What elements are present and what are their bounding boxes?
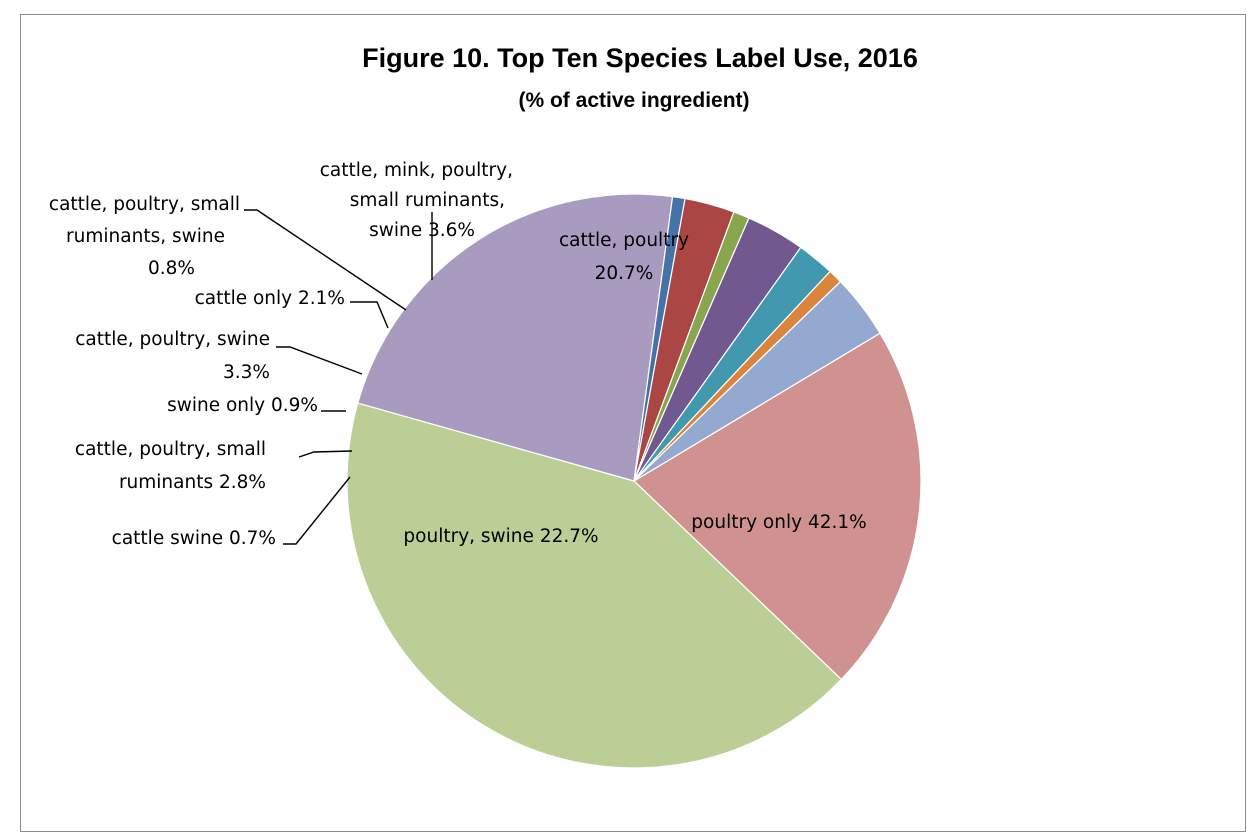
slice-label: 0.8% <box>148 258 195 279</box>
leader-line <box>350 301 389 329</box>
slice-label: cattle swine 0.7% <box>112 528 276 549</box>
leader-line <box>244 209 407 311</box>
slice-label: cattle, mink, poultry, <box>320 160 513 181</box>
pie-slice-cattle-mink-poultry-small-ruminants-swine <box>633 280 881 482</box>
slice-label: poultry only 42.1% <box>691 512 866 533</box>
slice-label: ruminants, swine <box>66 226 225 247</box>
slice-label: 3.3% <box>223 362 270 383</box>
leader-line <box>298 450 353 458</box>
pie-slices <box>346 193 922 769</box>
slice-label: swine 3.6% <box>369 220 475 241</box>
pie-slice-cattle-poultry <box>633 332 922 681</box>
pie-slice-poultry-only <box>346 402 843 769</box>
chart-subtitle: (% of active ingredient) <box>518 89 749 112</box>
leader-line <box>276 346 363 375</box>
slice-label: cattle, poultry <box>559 230 689 251</box>
slice-label: ruminants 2.8% <box>119 472 266 493</box>
leader-line <box>283 476 351 545</box>
slice-label: cattle, poultry, small <box>75 439 266 460</box>
chart-title: Figure 10. Top Ten Species Label Use, 20… <box>362 43 918 73</box>
slice-label: 20.7% <box>595 263 654 284</box>
slice-label: small ruminants, <box>350 190 505 211</box>
slice-label: poultry, swine 22.7% <box>403 526 598 547</box>
slice-labels: cattle, poultry 20.7% poultry only 42.1% po… <box>49 160 867 549</box>
pie-slice-poultry-swine <box>357 193 674 482</box>
slice-label: cattle, poultry, small <box>49 194 240 215</box>
slice-label: swine only 0.9% <box>167 395 318 416</box>
slice-label: cattle only 2.1% <box>195 288 345 309</box>
slice-label: cattle, poultry, swine <box>75 329 270 350</box>
leader-lines <box>244 209 433 545</box>
